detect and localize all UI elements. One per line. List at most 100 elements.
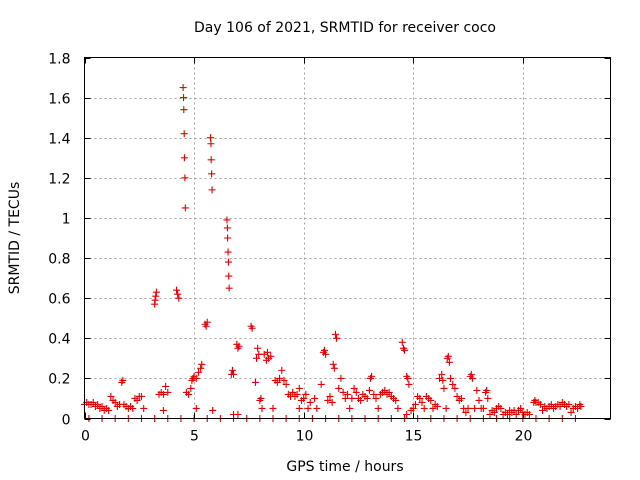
data-point: [409, 404, 417, 412]
axis-ticks: 0 0.2 0.4 0.6 0.8 1 1.2 1.4 1.6 1.8 0 5 10 15 20: [48, 52, 611, 445]
data-point: [363, 394, 371, 402]
data-point: [418, 398, 426, 406]
data-point: [180, 94, 188, 102]
data-point: [368, 372, 376, 380]
data-point: [94, 400, 102, 408]
data-point: [350, 384, 358, 392]
data-point: [129, 404, 137, 412]
data-point: [209, 406, 217, 414]
data-point: [525, 410, 533, 418]
data-point: [173, 286, 181, 294]
data-point: [328, 398, 336, 406]
data-point: [230, 370, 238, 378]
data-point: [331, 330, 339, 338]
data-point: [449, 380, 457, 388]
data-point: [483, 386, 491, 394]
x-tick-label: 0: [81, 429, 90, 445]
data-point: [479, 404, 487, 412]
data-point: [346, 404, 354, 412]
y-tick-label: 0.2: [48, 372, 70, 388]
data-point: [416, 394, 424, 402]
y-axis-label: SRMTID / TECUs: [7, 182, 23, 295]
data-point: [105, 406, 113, 414]
data-point: [257, 394, 265, 402]
data-point: [411, 400, 419, 408]
data-point: [164, 388, 172, 396]
chart-title: Day 106 of 2021, SRMTID for receiver coc…: [194, 20, 496, 36]
data-point: [311, 394, 319, 402]
data-point: [111, 398, 119, 406]
data-point: [374, 404, 382, 412]
x-tick-label: 15: [405, 429, 423, 445]
data-point: [207, 140, 215, 148]
data-point: [486, 410, 494, 418]
data-point: [203, 318, 211, 326]
data-point: [251, 378, 259, 386]
data-point: [420, 404, 428, 412]
data-point: [258, 404, 266, 412]
data-point: [89, 398, 97, 406]
data-point: [404, 374, 412, 382]
data-point: [438, 370, 446, 378]
data-point: [329, 360, 337, 368]
data-point: [192, 404, 200, 412]
data-point: [556, 402, 564, 410]
data-point: [512, 410, 520, 418]
data-point: [313, 404, 321, 412]
y-tick-label: 1.2: [48, 172, 70, 188]
data-point: [159, 406, 167, 414]
data-point: [451, 384, 459, 392]
data-point: [181, 204, 189, 212]
data-point: [140, 404, 148, 412]
data-point: [320, 346, 328, 354]
x-tick-label: 20: [515, 429, 533, 445]
data-point: [248, 324, 256, 332]
data-point: [335, 384, 343, 392]
data-point: [565, 400, 573, 408]
data-point: [381, 386, 389, 394]
data-point: [462, 408, 470, 416]
data-point: [273, 378, 281, 386]
data-point: [490, 408, 498, 416]
data-point: [224, 258, 232, 266]
data-point: [517, 404, 525, 412]
data-point: [344, 390, 351, 398]
data-point: [503, 410, 511, 418]
data-point: [445, 358, 453, 366]
data-point: [326, 392, 334, 400]
data-point: [152, 288, 160, 296]
data-point: [475, 396, 483, 404]
y-tick-label: 1.6: [48, 92, 70, 108]
data-point: [208, 170, 216, 178]
data-point: [567, 408, 575, 416]
data-point: [235, 342, 243, 350]
data-point: [107, 392, 115, 400]
data-point: [457, 394, 465, 402]
data-point: [224, 234, 232, 242]
data-point: [223, 224, 231, 232]
y-tick-label: 0: [62, 413, 71, 429]
data-point: [269, 404, 277, 412]
data-point: [365, 386, 373, 394]
data-point: [223, 216, 231, 224]
data-point: [442, 404, 450, 412]
data-point: [403, 410, 411, 418]
data-point: [119, 376, 127, 384]
data-point: [400, 346, 408, 354]
data-point: [253, 354, 261, 362]
data-point: [295, 384, 303, 392]
data-point: [447, 374, 455, 382]
data-point: [225, 272, 233, 280]
data-point: [280, 376, 288, 384]
data-point: [337, 374, 345, 382]
data-point: [317, 380, 325, 388]
data-point: [151, 296, 159, 304]
data-point: [181, 174, 189, 182]
data-point: [192, 374, 200, 382]
plot-frame: [84, 57, 611, 419]
data-point: [473, 386, 481, 394]
data-point: [185, 390, 193, 398]
grid: [84, 57, 611, 419]
data-point: [330, 364, 338, 372]
data-point: [322, 350, 330, 358]
